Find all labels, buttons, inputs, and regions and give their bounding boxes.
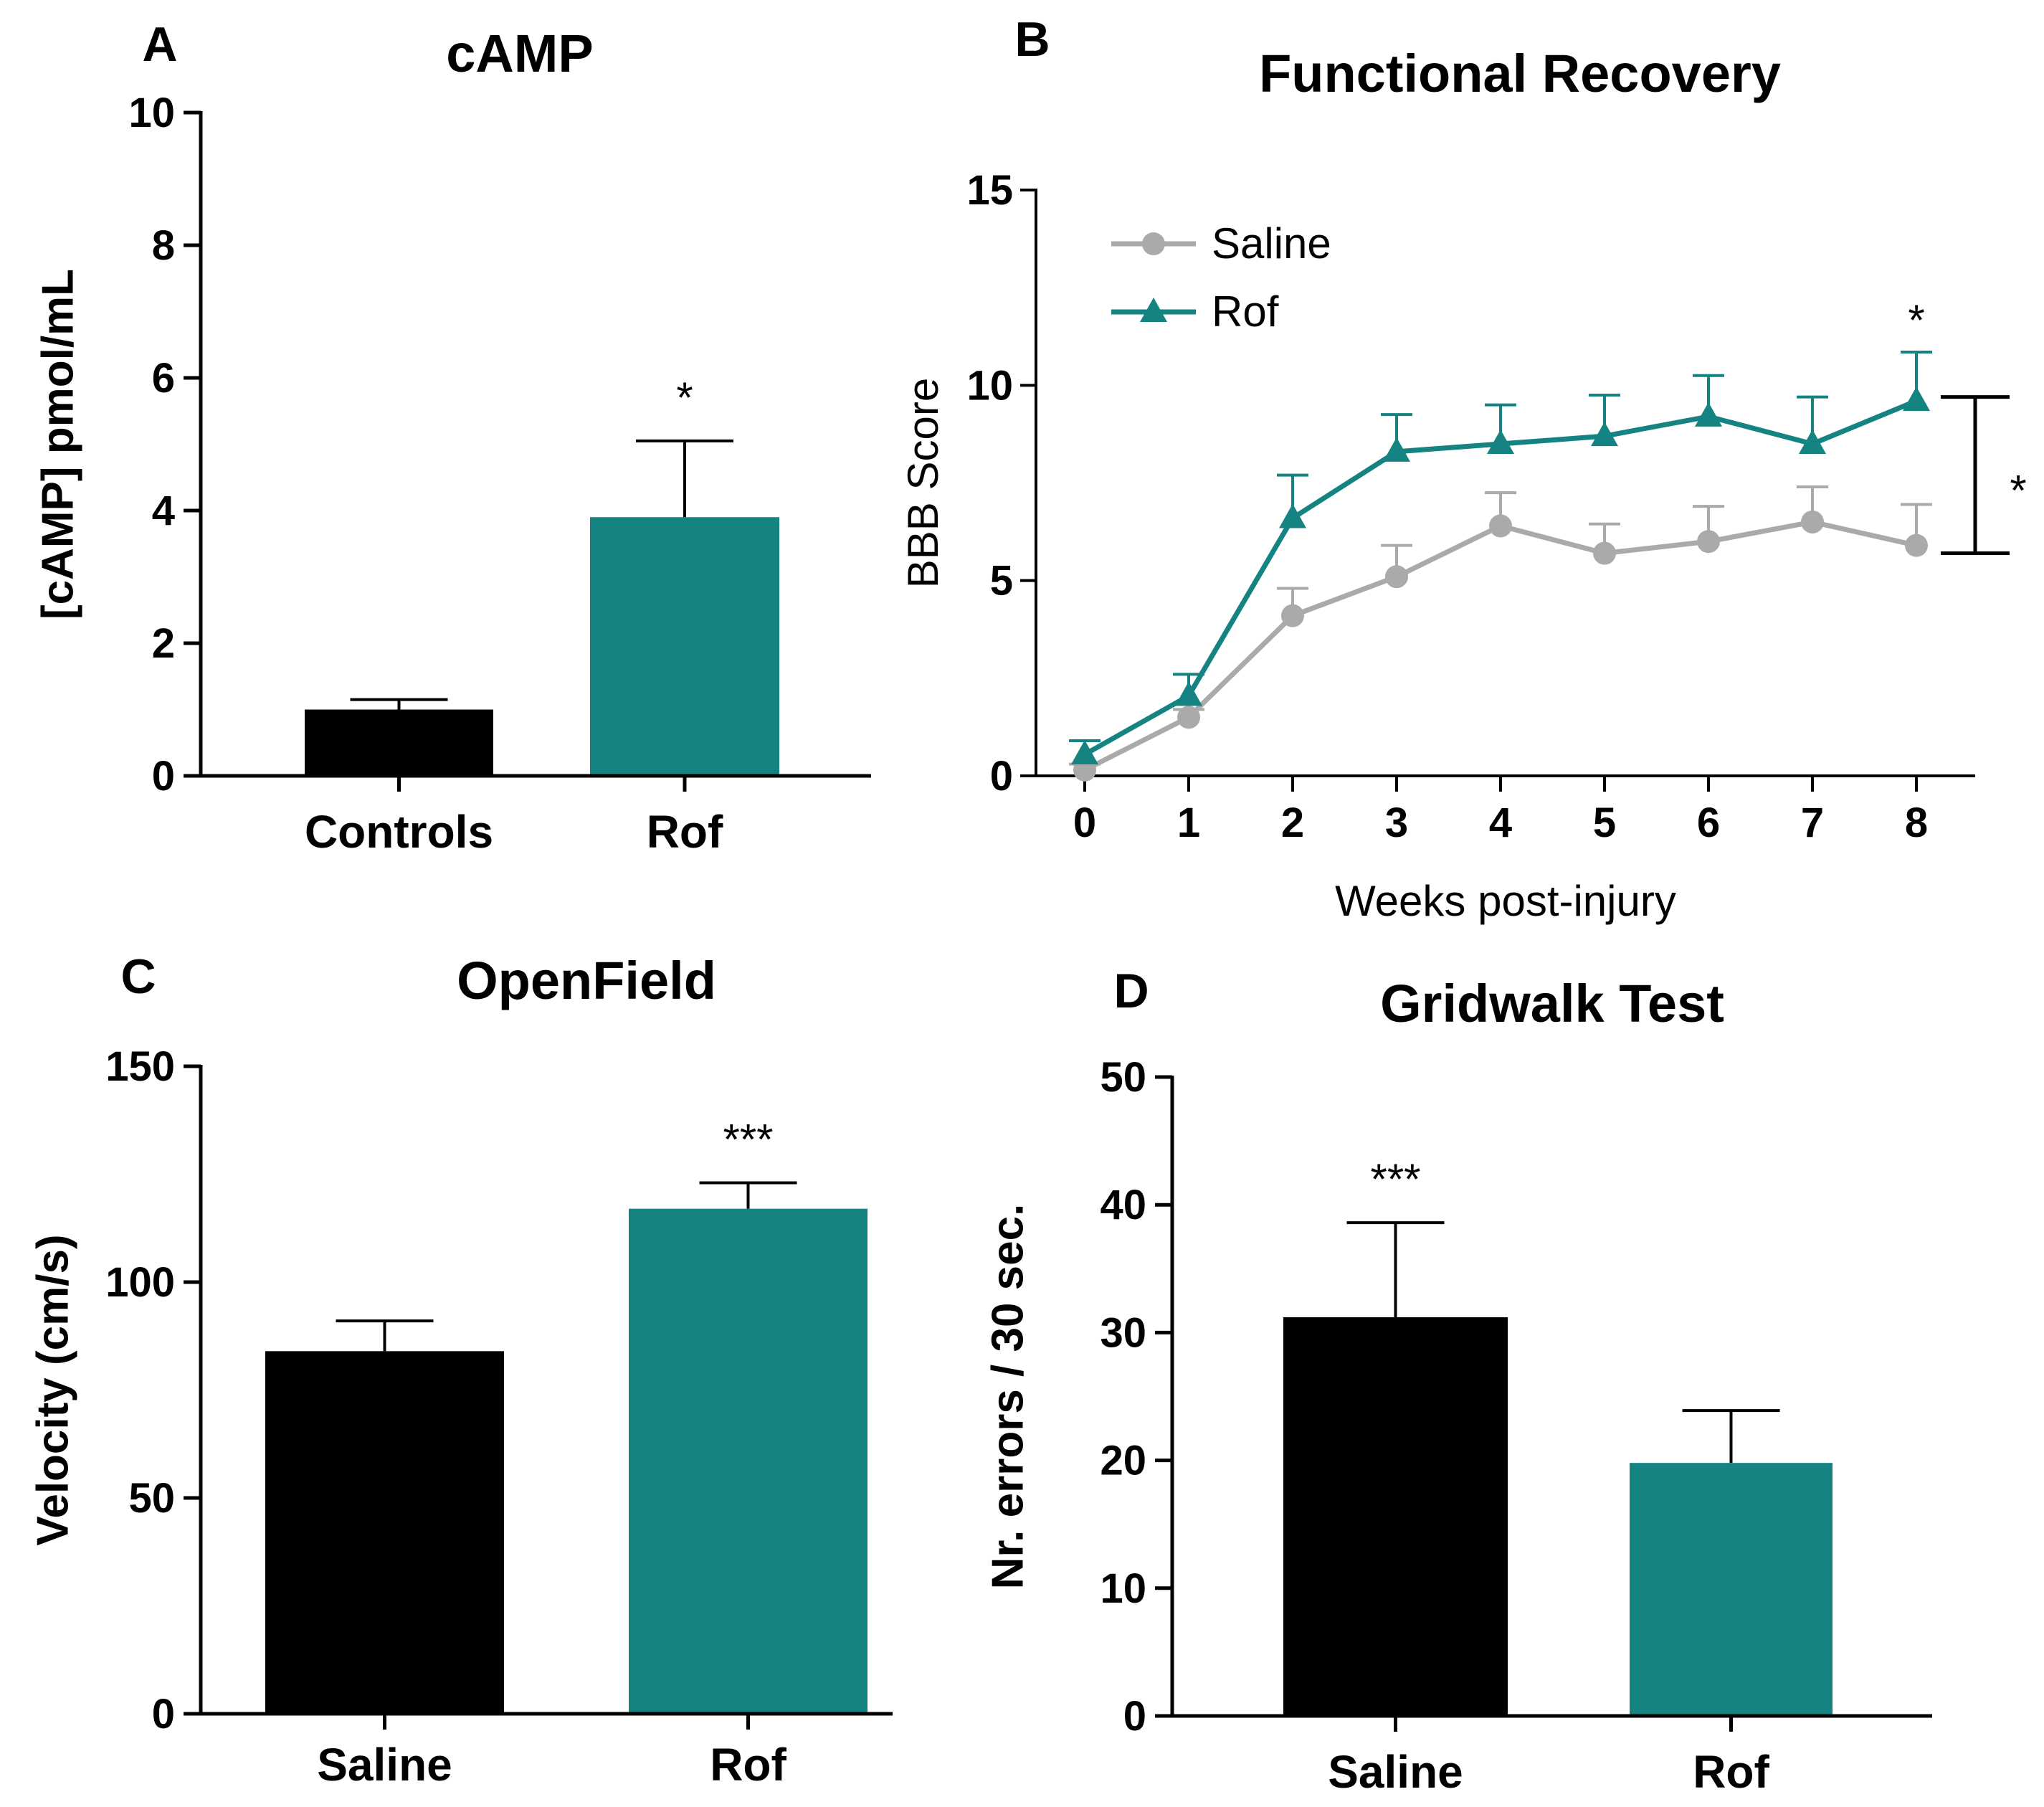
- series-line: [1083, 519, 1917, 772]
- y-tick-label: 0: [152, 1691, 175, 1737]
- chart-title: Functional Recovery: [1259, 44, 1781, 103]
- data-point: [1697, 530, 1720, 554]
- bar-rof: [629, 1208, 867, 1714]
- data-point: [1695, 402, 1722, 427]
- y-tick-label: 15: [966, 167, 1013, 214]
- data-point: [1799, 430, 1826, 455]
- data-point: [1905, 533, 1928, 557]
- x-tick-label: 4: [1489, 800, 1512, 846]
- data-point: [1593, 541, 1616, 565]
- x-axis-label: Weeks post-injury: [1335, 877, 1676, 925]
- data-point: [1281, 604, 1304, 627]
- y-tick-label: 50: [128, 1475, 175, 1522]
- panel-letter: D: [1113, 964, 1149, 1018]
- y-tick-label: 4: [152, 488, 175, 534]
- bar-saline: [1283, 1317, 1508, 1716]
- data-point: [1383, 437, 1410, 462]
- y-tick-label: 100: [105, 1259, 175, 1306]
- y-axis-label: Nr. errors / 30 sec.: [983, 1204, 1032, 1590]
- x-tick-label: Saline: [317, 1739, 452, 1791]
- panel-d: D Gridwalk Test Nr. errors / 30 sec. Saline…: [983, 964, 1932, 1798]
- y-tick-label: 2: [152, 620, 175, 667]
- y-tick-label: 20: [1100, 1438, 1146, 1484]
- data-point: [1487, 430, 1514, 455]
- y-axis-label: [cAMP] pmol/mL: [33, 269, 82, 620]
- significance-marker: ***: [723, 1116, 773, 1164]
- y-tick-label: 30: [1100, 1309, 1146, 1356]
- y-tick-label: 50: [1100, 1054, 1146, 1101]
- y-tick-label: 10: [128, 90, 175, 136]
- x-tick-label: Controls: [305, 806, 493, 858]
- significance-marker: *: [2010, 467, 2026, 515]
- data-point: [1071, 740, 1098, 765]
- y-axis-label: BBB Score: [899, 378, 947, 588]
- legend-marker: [1142, 232, 1165, 255]
- y-axis-label: Velocity (cm/s): [28, 1234, 77, 1545]
- significance-marker: *: [676, 374, 693, 422]
- x-tick-label: 5: [1593, 800, 1616, 846]
- y-tick-label: 0: [990, 753, 1013, 800]
- panel-letter: C: [120, 949, 156, 1004]
- series-saline: [1069, 485, 1932, 782]
- significance-marker: ***: [1370, 1155, 1420, 1203]
- x-tick-label: 2: [1281, 800, 1304, 846]
- series-line: [1083, 398, 1918, 757]
- series-rof: [1069, 351, 1932, 765]
- x-tick-label: Saline: [1328, 1746, 1463, 1798]
- data-point: [1489, 514, 1512, 538]
- y-tick-label: 10: [966, 362, 1013, 409]
- chart-title: cAMP: [446, 24, 594, 83]
- significance-marker: *: [1908, 296, 1924, 344]
- x-tick-label: 0: [1073, 800, 1096, 846]
- bar-controls: [305, 709, 493, 776]
- data-point: [1279, 503, 1306, 528]
- data-point: [1903, 386, 1930, 412]
- data-point: [1385, 565, 1408, 589]
- x-tick-label: 7: [1801, 800, 1824, 846]
- panel-b: B Functional Recovery BBB Score Weeks post-…: [899, 12, 2027, 925]
- bar-rof: [590, 517, 779, 776]
- x-tick-label: 6: [1697, 800, 1720, 846]
- legend-label: Saline: [1212, 219, 1331, 267]
- legend-label: Rof: [1212, 288, 1279, 336]
- y-tick-label: 0: [152, 753, 175, 800]
- y-tick-label: 150: [105, 1043, 175, 1090]
- x-tick-label: Rof: [710, 1739, 786, 1791]
- y-tick-label: 10: [1100, 1565, 1146, 1612]
- panel-letter: B: [1014, 12, 1050, 67]
- bar-saline: [265, 1351, 504, 1714]
- x-tick-label: 8: [1905, 800, 1928, 846]
- y-tick-label: 8: [152, 222, 175, 269]
- x-tick-label: 3: [1385, 800, 1408, 846]
- chart-title: Gridwalk Test: [1380, 974, 1724, 1033]
- y-tick-label: 40: [1100, 1182, 1146, 1228]
- panel-letter: A: [142, 17, 177, 72]
- panel-c: C OpenField Velocity (cm/s) Saline Rof *** 0 50…: [28, 949, 893, 1791]
- data-point: [1801, 510, 1824, 533]
- data-point: [1177, 706, 1200, 729]
- y-tick-label: 6: [152, 355, 175, 402]
- bar-rof: [1630, 1463, 1833, 1716]
- y-tick-label: 0: [1123, 1693, 1146, 1740]
- y-tick-label: 5: [990, 558, 1013, 604]
- x-tick-label: 1: [1177, 800, 1200, 846]
- data-point: [1175, 681, 1202, 706]
- data-point: [1591, 422, 1618, 447]
- x-tick-label: Rof: [1693, 1746, 1769, 1798]
- chart-title: OpenField: [457, 951, 716, 1010]
- x-tick-label: Rof: [647, 806, 723, 858]
- legend-marker: [1140, 298, 1167, 322]
